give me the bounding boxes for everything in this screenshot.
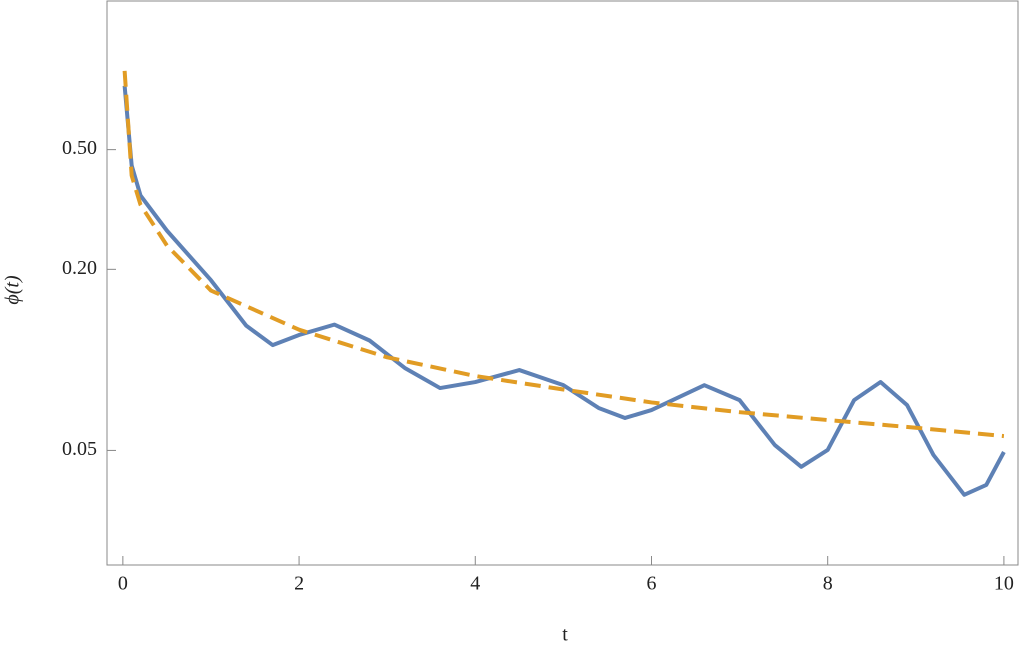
plot-frame xyxy=(106,0,1019,566)
x-tick-label: 10 xyxy=(994,573,1014,595)
y-tick-label: 0.20 xyxy=(62,257,97,279)
y-axis-label: ϕ(t) xyxy=(2,275,24,305)
x-tick-label: 2 xyxy=(294,573,304,595)
y-tick-label: 0.05 xyxy=(62,438,97,460)
x-tick-label: 6 xyxy=(646,573,656,595)
series-line xyxy=(122,85,1006,497)
x-axis-label: t xyxy=(562,624,568,646)
x-tick-label: 0 xyxy=(118,573,128,595)
y-tick-label: 0.50 xyxy=(62,137,97,159)
x-tick-label: 4 xyxy=(470,573,480,595)
x-tick-label: 8 xyxy=(823,573,833,595)
series-line xyxy=(122,70,1005,439)
